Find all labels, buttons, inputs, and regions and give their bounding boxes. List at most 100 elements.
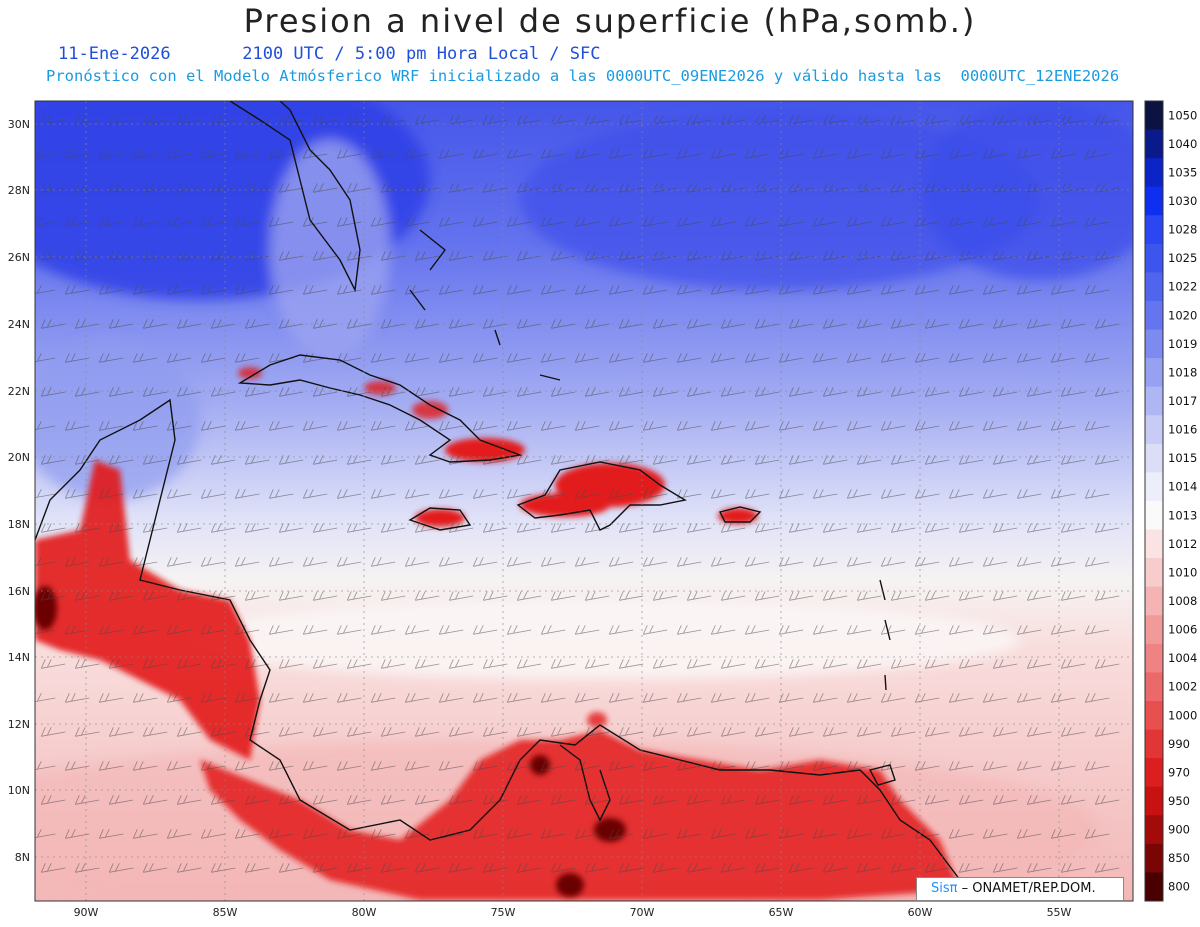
wind-barb: [652, 591, 678, 601]
wind-barb: [448, 115, 474, 125]
wind-barb: [788, 727, 814, 737]
wind-barb: [924, 183, 950, 193]
wind-barb: [618, 251, 644, 261]
wind-barb: [982, 829, 1008, 839]
wind-barb: [676, 693, 702, 703]
wind-barb: [268, 285, 294, 295]
wind-barb: [812, 625, 838, 635]
wind-barb: [234, 625, 260, 635]
lon-label: 60W: [908, 906, 933, 919]
wind-barb: [404, 557, 430, 567]
wind-barb: [40, 591, 66, 601]
wind-barb: [234, 217, 260, 227]
wind-barb: [108, 523, 134, 533]
wind-barb: [516, 183, 542, 193]
wind-barb: [652, 387, 678, 397]
colorbar-swatch: [1145, 243, 1163, 273]
wind-barb: [992, 659, 1018, 669]
colorbar-swatch: [1145, 443, 1163, 473]
wind-barb: [948, 489, 974, 499]
wind-barb: [608, 149, 634, 159]
wind-barb: [346, 591, 372, 601]
wind-barb: [74, 591, 100, 601]
wind-barb: [676, 829, 702, 839]
wind-barb: [380, 795, 406, 805]
wind-barb: [132, 353, 158, 363]
wind-barb: [438, 149, 464, 159]
wind-barb: [1060, 387, 1086, 397]
wind-barb: [244, 523, 270, 533]
wind-barb: [958, 523, 984, 533]
wind-barb: [914, 557, 940, 567]
wind-barb: [574, 557, 600, 567]
colorbar-label: 1019: [1168, 337, 1197, 351]
wind-barb: [506, 693, 532, 703]
wind-barb: [856, 795, 882, 805]
wind-barb: [550, 727, 576, 737]
wind-barb: [166, 625, 192, 635]
wind-barb: [948, 285, 974, 295]
wind-barb: [856, 591, 882, 601]
wind-barb: [448, 591, 474, 601]
wind-barb: [278, 591, 304, 601]
wind-barb: [642, 693, 668, 703]
wind-barb: [642, 149, 668, 159]
colorbar-label: 1050: [1168, 108, 1197, 122]
wind-barb: [1060, 659, 1086, 669]
wind-barb: [778, 149, 804, 159]
wind-barb: [40, 455, 66, 465]
wind-barb: [822, 455, 848, 465]
wind-barb: [856, 523, 882, 533]
wind-barb: [744, 285, 770, 295]
lon-label: 85W: [213, 906, 238, 919]
wind-barb: [346, 319, 372, 329]
wind-barb: [108, 251, 134, 261]
colorbar-swatch: [1145, 672, 1163, 702]
colorbar-swatch: [1145, 758, 1163, 788]
wind-barb: [618, 863, 644, 873]
wind-barb: [652, 115, 678, 125]
wind-barb: [618, 523, 644, 533]
wind-barb: [74, 523, 100, 533]
wind-barb: [380, 591, 406, 601]
wind-barb: [74, 863, 100, 873]
wind-barb: [812, 761, 838, 771]
wind-barb: [574, 625, 600, 635]
wind-barb: [414, 863, 440, 873]
wind-barb: [686, 727, 712, 737]
wind-barb: [336, 489, 362, 499]
wind-barb: [608, 829, 634, 839]
lat-label: 16N: [8, 585, 30, 598]
wind-barb: [948, 353, 974, 363]
wind-barb: [176, 115, 202, 125]
wind-barb: [244, 319, 270, 329]
wind-barb: [812, 217, 838, 227]
wind-barb: [574, 285, 600, 295]
wind-barb: [438, 353, 464, 363]
wind-barb: [652, 523, 678, 533]
wind-barb: [880, 421, 906, 431]
wind-barb: [244, 455, 270, 465]
wind-barb: [584, 659, 610, 669]
wind-barb: [142, 251, 168, 261]
wind-barb: [880, 829, 906, 839]
colorbar-swatch: [1145, 558, 1163, 588]
wind-barb: [992, 523, 1018, 533]
wind-barb: [1026, 659, 1052, 669]
wind-barb: [822, 523, 848, 533]
wind-barb: [244, 659, 270, 669]
colorbar-label: 990: [1168, 737, 1190, 751]
wind-barb: [336, 285, 362, 295]
wind-barb: [200, 353, 226, 363]
wind-barb: [958, 251, 984, 261]
wind-barb: [176, 183, 202, 193]
lon-label: 65W: [769, 906, 794, 919]
wind-barb: [98, 693, 124, 703]
wind-barb: [438, 285, 464, 295]
wind-barb: [132, 761, 158, 771]
wind-barb: [234, 557, 260, 567]
wind-barb: [64, 557, 90, 567]
wind-barb: [1016, 693, 1042, 703]
wind-barb: [710, 149, 736, 159]
wind-barb: [584, 591, 610, 601]
